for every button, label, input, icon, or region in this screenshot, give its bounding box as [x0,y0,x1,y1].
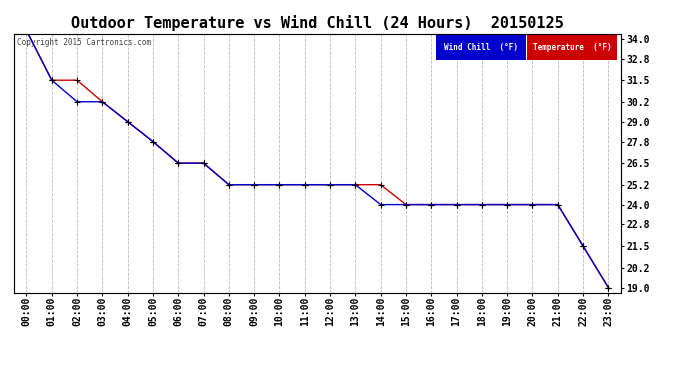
Bar [527,35,617,60]
Bar [436,35,526,60]
Text: Temperature  (°F): Temperature (°F) [533,43,611,52]
Text: Copyright 2015 Cartronics.com: Copyright 2015 Cartronics.com [17,38,151,46]
Title: Outdoor Temperature vs Wind Chill (24 Hours)  20150125: Outdoor Temperature vs Wind Chill (24 Ho… [71,15,564,31]
Text: Wind Chill  (°F): Wind Chill (°F) [444,43,518,52]
